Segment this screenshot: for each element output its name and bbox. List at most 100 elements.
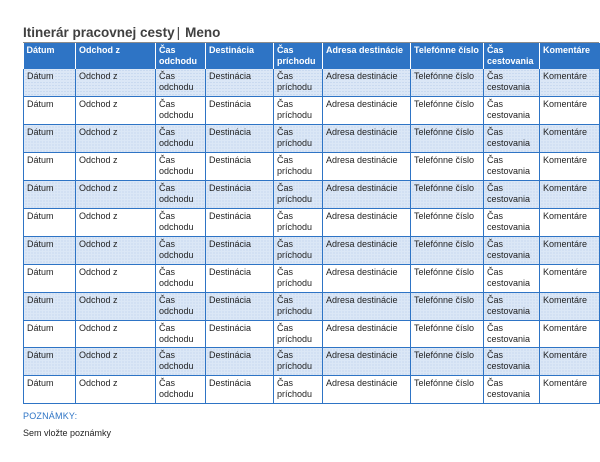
table-cell[interactable]: Komentáre	[539, 236, 600, 265]
table-cell[interactable]: Destinácia	[205, 264, 274, 293]
traveler-name[interactable]: Meno	[185, 25, 221, 40]
table-cell[interactable]: Komentáre	[539, 180, 600, 209]
table-cell[interactable]: Adresa destinácie	[322, 180, 411, 209]
table-cell[interactable]: Adresa destinácie	[322, 69, 411, 98]
table-cell[interactable]: Odchod z	[75, 208, 156, 237]
table-cell[interactable]: Čas odchodu	[155, 208, 206, 237]
table-cell[interactable]: Destinácia	[205, 320, 274, 349]
table-cell[interactable]: Čas príchodu	[273, 292, 323, 321]
table-cell[interactable]: Adresa destinácie	[322, 375, 411, 405]
table-cell[interactable]: Odchod z	[75, 152, 156, 182]
table-cell[interactable]: Telefónne číslo	[410, 236, 484, 265]
table-cell[interactable]: Čas odchodu	[155, 347, 206, 377]
table-cell[interactable]: Destinácia	[205, 236, 274, 265]
table-cell[interactable]: Čas príchodu	[273, 152, 323, 182]
table-cell[interactable]: Dátum	[23, 264, 76, 293]
table-cell[interactable]: Telefónne číslo	[410, 320, 484, 349]
table-cell[interactable]: Čas odchodu	[155, 152, 206, 182]
table-cell[interactable]: Čas cestovania	[483, 320, 540, 349]
table-cell[interactable]: Dátum	[23, 208, 76, 237]
table-cell[interactable]: Telefónne číslo	[410, 264, 484, 293]
table-cell[interactable]: Dátum	[23, 124, 76, 154]
table-cell[interactable]: Odchod z	[75, 180, 156, 209]
table-cell[interactable]: Dátum	[23, 375, 76, 405]
table-cell[interactable]: Čas odchodu	[155, 264, 206, 293]
table-cell[interactable]: Telefónne číslo	[410, 124, 484, 154]
table-cell[interactable]: Čas odchodu	[155, 236, 206, 265]
table-cell[interactable]: Čas príchodu	[273, 208, 323, 237]
table-cell[interactable]: Odchod z	[75, 236, 156, 265]
table-cell[interactable]: Čas príchodu	[273, 69, 323, 98]
table-cell[interactable]: Adresa destinácie	[322, 208, 411, 237]
table-cell[interactable]: Čas odchodu	[155, 180, 206, 209]
table-cell[interactable]: Čas príchodu	[273, 375, 323, 405]
table-cell[interactable]: Odchod z	[75, 347, 156, 377]
table-cell[interactable]: Čas odchodu	[155, 69, 206, 98]
table-cell[interactable]: Komentáre	[539, 264, 600, 293]
table-cell[interactable]: Telefónne číslo	[410, 208, 484, 237]
table-cell[interactable]: Čas odchodu	[155, 96, 206, 126]
table-cell[interactable]: Komentáre	[539, 152, 600, 182]
table-cell[interactable]: Čas odchodu	[155, 292, 206, 321]
table-cell[interactable]: Čas príchodu	[273, 264, 323, 293]
table-cell[interactable]: Odchod z	[75, 320, 156, 349]
table-cell[interactable]: Čas cestovania	[483, 124, 540, 154]
itinerary-title[interactable]: Itinerár pracovnej cesty	[23, 25, 175, 40]
table-cell[interactable]: Adresa destinácie	[322, 292, 411, 321]
table-cell[interactable]: Dátum	[23, 347, 76, 377]
table-cell[interactable]: Čas príchodu	[273, 96, 323, 126]
table-cell[interactable]: Odchod z	[75, 292, 156, 321]
table-cell[interactable]: Destinácia	[205, 69, 274, 98]
table-cell[interactable]: Čas cestovania	[483, 69, 540, 98]
table-cell[interactable]: Adresa destinácie	[322, 236, 411, 265]
table-cell[interactable]: Čas cestovania	[483, 264, 540, 293]
table-cell[interactable]: Komentáre	[539, 69, 600, 98]
table-cell[interactable]: Čas cestovania	[483, 347, 540, 377]
table-cell[interactable]: Komentáre	[539, 124, 600, 154]
table-cell[interactable]: Čas cestovania	[483, 152, 540, 182]
table-cell[interactable]: Komentáre	[539, 375, 600, 405]
table-cell[interactable]: Odchod z	[75, 96, 156, 126]
table-cell[interactable]: Čas príchodu	[273, 320, 323, 349]
table-cell[interactable]: Čas cestovania	[483, 208, 540, 237]
table-cell[interactable]: Komentáre	[539, 96, 600, 126]
table-cell[interactable]: Adresa destinácie	[322, 264, 411, 293]
table-cell[interactable]: Dátum	[23, 292, 76, 321]
table-cell[interactable]: Komentáre	[539, 347, 600, 377]
table-cell[interactable]: Destinácia	[205, 375, 274, 405]
table-cell[interactable]: Adresa destinácie	[322, 320, 411, 349]
table-cell[interactable]: Čas príchodu	[273, 236, 323, 265]
table-cell[interactable]: Čas cestovania	[483, 236, 540, 265]
table-cell[interactable]: Čas odchodu	[155, 320, 206, 349]
table-cell[interactable]: Telefónne číslo	[410, 292, 484, 321]
table-cell[interactable]: Destinácia	[205, 347, 274, 377]
table-cell[interactable]: Dátum	[23, 236, 76, 265]
table-cell[interactable]: Dátum	[23, 180, 76, 209]
table-cell[interactable]: Destinácia	[205, 180, 274, 209]
table-cell[interactable]: Komentáre	[539, 208, 600, 237]
notes-text[interactable]: Sem vložte poznámky	[23, 428, 112, 438]
table-cell[interactable]: Čas cestovania	[483, 292, 540, 321]
table-cell[interactable]: Destinácia	[205, 208, 274, 237]
table-cell[interactable]: Dátum	[23, 152, 76, 182]
table-cell[interactable]: Čas cestovania	[483, 180, 540, 209]
table-cell[interactable]: Telefónne číslo	[410, 69, 484, 98]
table-cell[interactable]: Odchod z	[75, 69, 156, 98]
table-cell[interactable]: Destinácia	[205, 292, 274, 321]
table-cell[interactable]: Telefónne číslo	[410, 347, 484, 377]
table-cell[interactable]: Odchod z	[75, 375, 156, 405]
table-cell[interactable]: Odchod z	[75, 264, 156, 293]
table-cell[interactable]: Čas príchodu	[273, 347, 323, 377]
table-cell[interactable]: Destinácia	[205, 124, 274, 154]
table-cell[interactable]: Telefónne číslo	[410, 375, 484, 405]
table-cell[interactable]: Čas príchodu	[273, 180, 323, 209]
table-cell[interactable]: Dátum	[23, 320, 76, 349]
table-cell[interactable]: Telefónne číslo	[410, 152, 484, 182]
table-cell[interactable]: Dátum	[23, 96, 76, 126]
table-cell[interactable]: Čas odchodu	[155, 124, 206, 154]
table-cell[interactable]: Dátum	[23, 69, 76, 98]
table-cell[interactable]: Komentáre	[539, 292, 600, 321]
table-cell[interactable]: Čas odchodu	[155, 375, 206, 405]
table-cell[interactable]: Adresa destinácie	[322, 347, 411, 377]
table-cell[interactable]: Odchod z	[75, 124, 156, 154]
